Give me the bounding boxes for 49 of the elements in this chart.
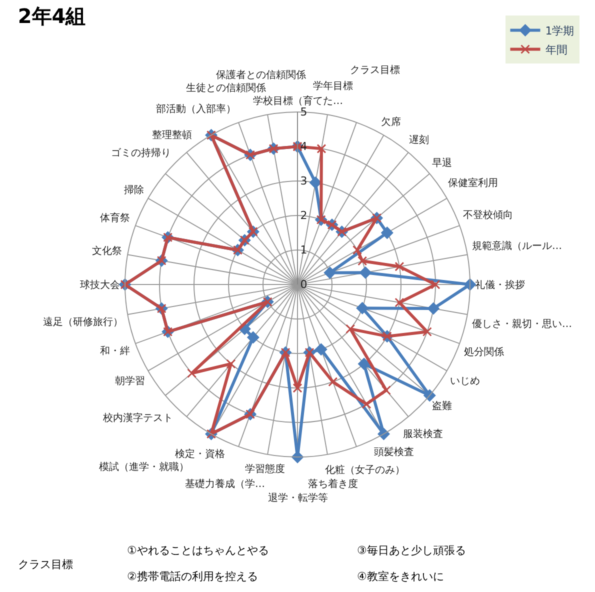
spoke-label: 化粧（女子のみ）: [325, 464, 405, 476]
spoke-label: 不登校傾向: [463, 209, 513, 221]
text: ②携帯電話の利用を控える: [127, 570, 258, 583]
spoke-label: 保護者との信頼関係: [216, 69, 306, 81]
spoke-label: 遠足（研修旅行）: [43, 316, 123, 328]
spoke-label: 落ち着き度: [308, 478, 358, 490]
legend-label: 年間: [545, 44, 568, 57]
spoke-label: 部活動（入部率）: [156, 103, 236, 115]
text: ③毎日あと少し頑張る: [357, 544, 466, 557]
text: ④教室をきれいに: [357, 570, 444, 583]
spoke-label: ゴミの持帰り: [111, 147, 171, 159]
spoke-label: 規範意識（ルール…: [472, 240, 562, 252]
spoke-label: いじめ: [450, 376, 480, 387]
spoke-label: 校内漢字テスト: [102, 412, 173, 424]
y-tick-label: 1: [300, 244, 308, 257]
y-tick-label: 5: [300, 106, 308, 119]
spoke-label: 早退: [432, 157, 452, 169]
text: ①やれることはちゃんとやる: [127, 544, 269, 557]
spoke-label: 和・絆: [100, 345, 130, 357]
y-tick-label: 3: [300, 174, 308, 188]
spoke-label: 保健室利用: [448, 177, 498, 189]
spoke-label: 礼儀・挨拶: [475, 279, 525, 291]
spoke-label: 球技大会: [80, 279, 120, 291]
chart-title: 2年4組: [18, 4, 86, 28]
spoke-label: 退学・転学等: [268, 492, 328, 504]
spoke-label: 盗難: [432, 400, 452, 412]
text: クラス目標: [18, 558, 73, 571]
spoke-label: 基礎力養成（学…: [185, 478, 265, 490]
spoke-label: 服装検査: [403, 428, 443, 440]
spoke-label: 学校目標（育てた…: [253, 95, 343, 107]
legend-label: 1学期: [545, 24, 574, 38]
spoke-label: 体育祭: [100, 212, 130, 224]
spoke-label: 模試（進学・就職）: [99, 461, 189, 473]
spoke-label: 生徒との信頼関係: [186, 82, 266, 94]
spoke-label: 整理整頓: [152, 129, 192, 141]
spoke-label: 検定・資格: [175, 448, 225, 460]
spoke-label: 頭髪検査: [374, 446, 414, 458]
spoke-label: クラス目標: [350, 64, 400, 76]
spoke-label: 遅刻: [409, 134, 429, 146]
spoke-label: 掃除: [124, 184, 144, 196]
spoke-label: 優しさ・親切・思い…: [472, 318, 572, 330]
spoke-label: 学年目標: [313, 80, 353, 92]
y-tick-label: 0: [300, 278, 308, 292]
spoke-label: 朝学習: [115, 375, 145, 387]
spoke-label: 欠席: [381, 116, 401, 128]
spoke-label: 文化祭: [92, 245, 122, 257]
spoke-label: 処分関係: [464, 346, 504, 358]
y-tick-label: 2: [300, 209, 308, 222]
spoke-label: 学習態度: [245, 463, 285, 475]
